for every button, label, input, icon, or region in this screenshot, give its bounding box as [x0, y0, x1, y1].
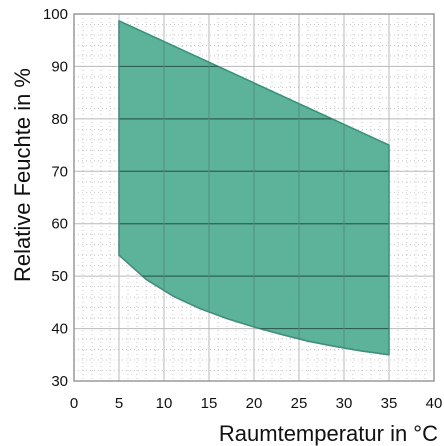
x-tick-label: 10	[156, 395, 173, 412]
y-tick-label: 80	[51, 111, 68, 128]
y-tick-label: 60	[51, 216, 68, 233]
tick-labels: 0 5 10 15 20 25 30 35 40 30 40 50 60 70 80 90 100	[43, 6, 442, 412]
y-tick-label: 70	[51, 163, 68, 180]
x-tick-label: 15	[201, 395, 218, 412]
x-tick-label: 20	[246, 395, 263, 412]
y-axis-label: Relative Feuchte in %	[10, 68, 35, 282]
x-axis-label: Raumtemperatur in °C	[219, 421, 438, 446]
x-tick-label: 25	[291, 395, 308, 412]
y-tick-label: 50	[51, 268, 68, 285]
x-tick-label: 30	[336, 395, 353, 412]
x-tick-label: 40	[426, 395, 443, 412]
y-tick-label: 100	[43, 6, 68, 23]
plot-frame	[73, 13, 435, 382]
x-tick-label: 5	[115, 395, 123, 412]
x-tick-label: 35	[381, 395, 398, 412]
y-tick-label: 30	[51, 373, 68, 390]
y-tick-label: 90	[51, 58, 68, 75]
x-tick-label: 0	[70, 395, 78, 412]
y-tick-label: 40	[51, 321, 68, 338]
